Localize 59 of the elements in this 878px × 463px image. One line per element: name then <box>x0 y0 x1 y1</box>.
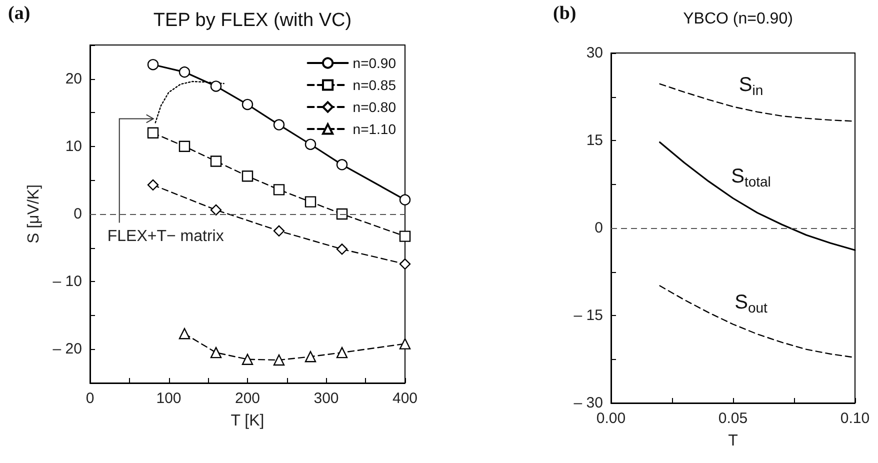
point <box>210 204 222 216</box>
legend-label: n=0.90 <box>352 55 396 71</box>
y-tick-label: 20 <box>65 70 82 88</box>
point <box>242 98 254 110</box>
x-tick-label: 200 <box>234 390 260 407</box>
x-tick-label: 400 <box>392 390 418 407</box>
y-tick-label: – 10 <box>52 273 82 290</box>
point <box>336 208 348 220</box>
point <box>147 127 159 138</box>
point <box>147 179 159 191</box>
point <box>399 338 411 350</box>
point <box>399 258 411 270</box>
x-tick-label: 0.10 <box>840 410 870 427</box>
y-tick-label: 30 <box>586 44 603 62</box>
x-tick-label: 0.00 <box>596 410 626 427</box>
point <box>273 119 285 130</box>
point <box>399 230 411 242</box>
x-tick-label: 0.05 <box>718 410 748 427</box>
point <box>304 351 316 362</box>
point <box>147 59 159 70</box>
x-tick-label: 100 <box>156 390 182 407</box>
line-series <box>154 80 224 124</box>
legend-label: n=0.80 <box>352 99 396 115</box>
point <box>210 346 222 358</box>
point <box>399 194 411 206</box>
x-tick-label: 0 <box>86 390 94 407</box>
text: (a) <box>8 3 30 24</box>
y-axis-title: S [μV/K] <box>25 184 42 244</box>
legend-label: n=0.85 <box>352 77 396 93</box>
point <box>178 140 190 152</box>
point <box>336 346 348 358</box>
x-tick-label: 300 <box>314 390 339 407</box>
chart-title: TEP by FLEX (with VC) <box>153 10 352 31</box>
x-axis-title: T [K] <box>230 412 264 430</box>
point <box>273 225 285 236</box>
point <box>210 80 222 92</box>
point <box>178 328 190 340</box>
point <box>210 156 222 167</box>
point <box>304 196 316 208</box>
y-tick-label: 15 <box>586 132 603 149</box>
y-tick-label: 0 <box>594 220 603 236</box>
legend-label: n=1.10 <box>352 121 396 137</box>
point <box>304 138 316 150</box>
point <box>178 66 190 78</box>
text: (b) <box>553 3 576 24</box>
point <box>273 354 285 366</box>
y-tick-label: – 20 <box>52 340 82 358</box>
y-tick-label: – 30 <box>574 394 603 412</box>
y-tick-label: 0 <box>74 206 82 222</box>
annotation: FLEX+T− matrix <box>107 228 224 246</box>
point <box>336 244 348 255</box>
point <box>273 184 285 196</box>
y-tick-label: – 15 <box>574 307 603 324</box>
chart-title: YBCO (n=0.90) <box>683 10 793 28</box>
x-axis-title: T <box>728 432 738 450</box>
point <box>242 170 254 182</box>
y-tick-label: 10 <box>65 138 82 155</box>
point <box>242 354 254 365</box>
point <box>336 159 348 170</box>
